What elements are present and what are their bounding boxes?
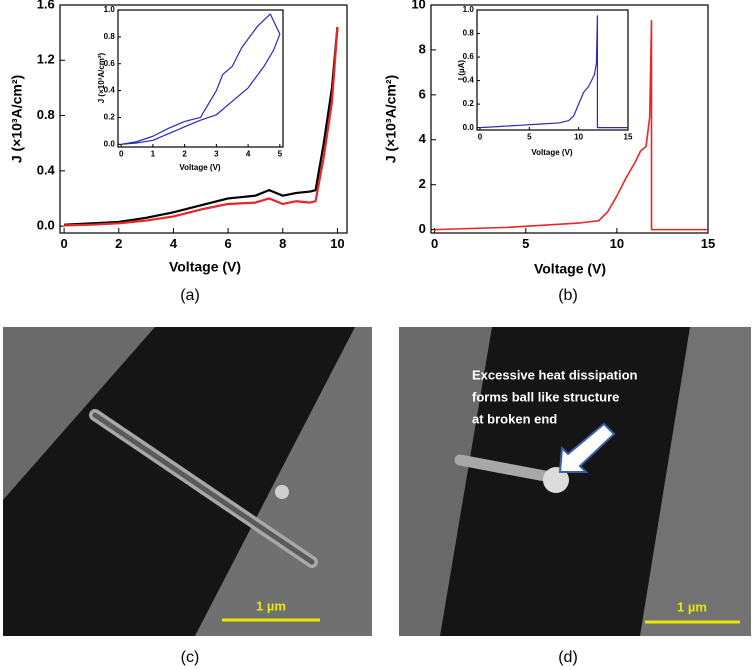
x-tick-label: 0 <box>60 236 67 251</box>
y-tick-label: 2 <box>419 176 426 191</box>
x-axis-label: Voltage (V) <box>179 163 221 172</box>
annotation: forms ball like structure <box>472 389 619 404</box>
x-tick-label: 5 <box>278 149 283 158</box>
x-tick-label: 6 <box>224 236 231 251</box>
x-tick-label: 4 <box>170 236 178 251</box>
x-tick-label: 1 <box>151 149 156 158</box>
y-axis-label: I (µA) <box>457 60 466 80</box>
arrow <box>558 422 616 473</box>
annotation: Excessive heat dissipation <box>472 367 638 382</box>
y-tick-label: 1.6 <box>37 0 55 11</box>
sem-image-c: 1 µm <box>3 327 372 636</box>
x-tick-label: 5 <box>522 236 529 251</box>
y-tick-label: 8 <box>419 41 426 56</box>
y-tick-label: 1.2 <box>37 52 55 67</box>
annotation: at broken end <box>472 411 557 426</box>
panel-label: (c) <box>181 649 200 666</box>
y-tick-label: 6 <box>419 86 426 101</box>
y-tick-label: 0.0 <box>104 139 116 148</box>
ball-end <box>543 467 569 493</box>
scale-bar-label: 1 µm <box>256 598 286 613</box>
x-axis-label: Voltage (V) <box>169 259 241 275</box>
x-tick-label: 10 <box>574 132 583 141</box>
x-tick-label: 2 <box>182 149 187 158</box>
y-tick-label: 0.0 <box>463 123 475 132</box>
electrode <box>195 327 372 636</box>
y-axis-label: J (×10³A/cm²) <box>9 75 25 163</box>
x-axis-label: Voltage (V) <box>534 261 606 277</box>
panel-label: (d) <box>558 649 578 666</box>
y-tick-label: 0.8 <box>37 107 55 122</box>
y-tick-label: 0.2 <box>104 113 116 122</box>
electrode <box>3 327 155 500</box>
y-axis-label: J (×10³A/cm²) <box>383 75 399 163</box>
y-tick-label: 0.8 <box>463 29 475 38</box>
x-axis-label: Voltage (V) <box>531 148 573 157</box>
x-tick-label: 4 <box>246 149 251 158</box>
y-tick-label: 0.6 <box>463 52 475 61</box>
x-tick-label: 10 <box>610 236 624 251</box>
y-tick-label: 1.0 <box>104 5 116 14</box>
x-tick-label: 10 <box>330 236 344 251</box>
y-tick-label: 0.4 <box>104 86 116 95</box>
y-tick-label: 0.0 <box>37 218 55 233</box>
x-tick-label: 2 <box>115 236 122 251</box>
data-line <box>121 13 281 145</box>
y-tick-label: 0 <box>419 221 426 236</box>
x-tick-label: 8 <box>279 236 286 251</box>
nanowire-core <box>92 412 315 565</box>
y-tick-label: 0.4 <box>463 76 475 85</box>
sem-image-d: Excessive heat dissipation forms ball li… <box>399 327 751 636</box>
y-tick-label: 0.4 <box>37 162 56 177</box>
x-tick-label: 15 <box>701 236 715 251</box>
nanowire <box>454 454 551 482</box>
data-line <box>479 15 628 129</box>
y-tick-label: 1.0 <box>463 5 475 14</box>
scale-bar-label: 1 µm <box>677 599 707 614</box>
y-tick-label: 10 <box>411 0 425 11</box>
x-tick-label: 15 <box>624 132 633 141</box>
x-tick-label: 0 <box>119 149 124 158</box>
y-tick-label: 0.6 <box>104 59 116 68</box>
y-tick-label: 0.2 <box>463 99 475 108</box>
data-line <box>64 27 339 226</box>
y-tick-label: 0.8 <box>104 32 116 41</box>
x-tick-label: 0 <box>478 132 483 141</box>
electrode <box>399 327 492 636</box>
particle <box>275 485 289 499</box>
x-tick-label: 5 <box>527 132 532 141</box>
x-tick-label: 0 <box>431 236 438 251</box>
y-axis-label: J (×10³A/cm²) <box>97 52 106 103</box>
y-tick-label: 4 <box>419 131 427 146</box>
electrode <box>640 327 751 636</box>
data-line <box>64 27 339 227</box>
panel-label: (b) <box>558 287 578 304</box>
plot-frame <box>476 9 629 131</box>
x-tick-label: 3 <box>214 149 219 158</box>
data-line <box>434 19 708 231</box>
plot-frame <box>117 9 284 148</box>
panel-label: (a) <box>180 287 200 304</box>
